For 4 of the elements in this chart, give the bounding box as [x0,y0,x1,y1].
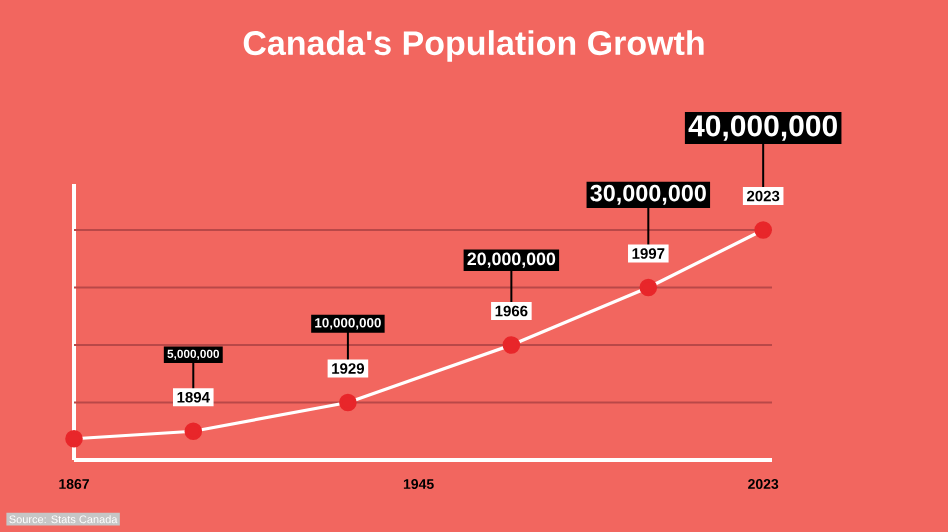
text: 20,000,000 [467,252,556,268]
chart-title: Canada's Population Growth [243,30,704,62]
text: 40,000,000 [688,115,837,141]
text: 30,000,000 [590,184,706,205]
